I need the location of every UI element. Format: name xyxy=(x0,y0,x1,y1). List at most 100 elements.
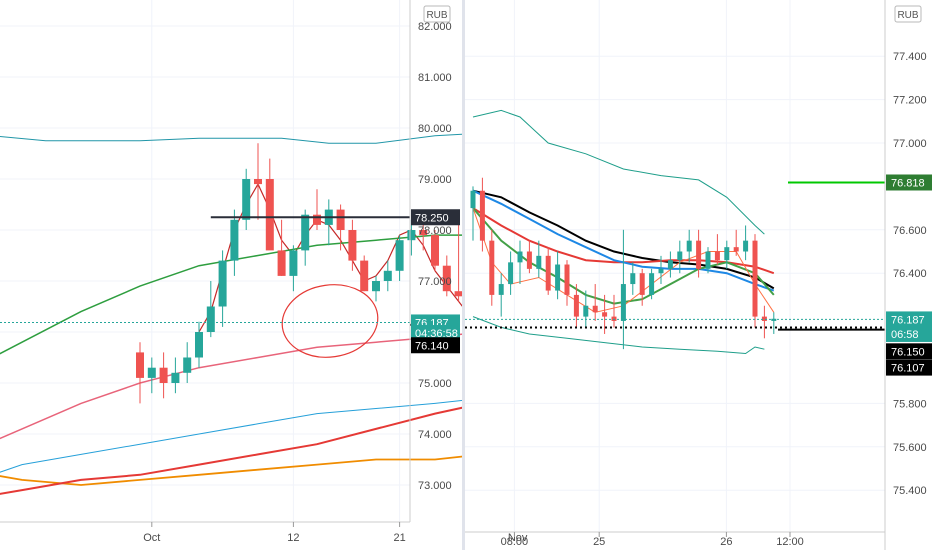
left-series-line xyxy=(0,132,483,144)
right-candle-body xyxy=(470,190,476,209)
right-series-line xyxy=(472,189,775,290)
right-candle-body xyxy=(724,247,730,261)
right-candle-body xyxy=(630,273,636,285)
left-price-tag xyxy=(411,337,460,354)
left-candle-body xyxy=(206,306,215,332)
right-series-line xyxy=(472,207,775,275)
left-price-tag-label: 78.250 xyxy=(415,212,449,224)
left-candle-body xyxy=(289,250,298,276)
right-price-tags: 76.818 76.187 06:58 76.150 76.107 xyxy=(886,174,932,376)
left-candle-body xyxy=(336,209,345,230)
right-y-tick-label: 75.400 xyxy=(893,485,927,497)
left-candle-body xyxy=(242,179,251,220)
left-plot-background xyxy=(0,0,410,522)
left-candle-body xyxy=(442,265,451,292)
right-price-tag-label: 76.187 xyxy=(891,314,925,326)
right-candle-body xyxy=(714,251,720,261)
left-series-line xyxy=(0,397,483,473)
right-price-tag xyxy=(886,343,932,360)
right-series-line xyxy=(472,189,775,292)
right-x-tick-label: 08:00 xyxy=(501,536,529,548)
right-candle-body xyxy=(517,251,523,263)
right-candle-body xyxy=(733,247,739,252)
right-x-tick-label: 12:00 xyxy=(776,536,804,548)
right-candle-body xyxy=(564,264,570,295)
left-candle-body xyxy=(159,367,168,383)
right-y-tick-label: 76.400 xyxy=(893,268,927,280)
right-series-line xyxy=(472,109,765,235)
left-series-line xyxy=(0,453,483,486)
right-chart-panel: RUB 77.400 77.200 77.000 76.600 76.400 75.800… xyxy=(465,0,932,550)
right-candle-body xyxy=(696,240,702,269)
right-y-tick-label: 77.400 xyxy=(893,51,927,63)
left-x-tick-label: 12 xyxy=(287,532,299,544)
right-y-tick-label: 75.800 xyxy=(893,398,927,410)
left-y-tick-label: 74.000 xyxy=(418,429,452,441)
left-candle-body xyxy=(383,270,392,281)
right-y-tick-label: 75.600 xyxy=(893,442,927,454)
right-candle-body xyxy=(677,251,683,261)
left-price-tag xyxy=(411,325,460,342)
right-candle-body xyxy=(555,264,561,291)
left-candle-body xyxy=(431,235,439,266)
left-x-tick-label: Oct xyxy=(143,532,160,544)
left-y-tick-label: 77.000 xyxy=(418,276,452,288)
right-y-tick-label: 77.000 xyxy=(893,138,927,150)
right-price-tag xyxy=(886,174,932,191)
right-moving-average-lines xyxy=(472,109,775,355)
left-y-tick-label: 75.000 xyxy=(418,378,452,390)
right-candle-body xyxy=(545,255,551,291)
left-candle-body xyxy=(183,357,192,373)
right-price-tag xyxy=(886,359,932,376)
right-price-tag xyxy=(886,311,932,328)
left-time-axis-ticks: 14Oct1221Nov xyxy=(143,522,528,544)
left-candle-body xyxy=(301,214,310,251)
left-y-tick-label: 78.000 xyxy=(418,225,452,237)
right-price-tag-label: 06:58 xyxy=(891,329,919,341)
left-x-tick-label: 21 xyxy=(393,532,405,544)
right-price-axis-ticks: 77.400 77.200 77.000 76.600 76.400 75.800 75.6… xyxy=(893,51,927,497)
left-candle-body xyxy=(313,214,321,225)
right-currency-badge[interactable] xyxy=(894,5,922,23)
right-currency-label: RUB xyxy=(897,10,918,21)
annotation-circle xyxy=(281,284,379,358)
left-candle-body xyxy=(254,179,262,185)
right-candle-body xyxy=(686,240,692,252)
right-candle-body xyxy=(498,284,504,295)
panel-divider[interactable] xyxy=(462,0,465,550)
right-time-axis-ticks: 08:00 25 26 12:00 xyxy=(501,532,804,548)
right-x-tick-label: 26 xyxy=(720,536,732,548)
left-candle-body xyxy=(265,179,274,251)
right-candle-body xyxy=(602,312,608,317)
right-candle-body xyxy=(592,305,598,313)
left-chart-panel: RUB 82.000 81.000 80.000 79.000 78.000 77.000… xyxy=(0,0,528,544)
left-candle-body xyxy=(230,219,239,261)
right-candle-body xyxy=(479,190,485,241)
right-candle-body xyxy=(526,251,532,269)
left-candle-body xyxy=(277,250,286,276)
left-y-tick-label: 73.000 xyxy=(418,480,452,492)
right-candle-body xyxy=(752,240,758,317)
left-price-axis-ticks: 82.00081.00080.00079.00078.00077.00076.0… xyxy=(418,21,452,492)
left-y-tick-label: 80.000 xyxy=(418,123,452,135)
left-y-tick-label: 81.000 xyxy=(418,72,452,84)
right-price-tag-label: 76.150 xyxy=(891,346,925,358)
right-price-tag-label: 76.818 xyxy=(891,177,925,189)
right-candle-body xyxy=(658,268,664,274)
left-currency-badge[interactable] xyxy=(423,5,451,23)
left-price-tag-label: 04:36:58 xyxy=(415,328,458,340)
left-candle-body xyxy=(407,230,416,241)
right-candle-body xyxy=(489,240,495,295)
right-candles xyxy=(470,177,777,350)
right-candle-body xyxy=(611,316,617,321)
left-series-line xyxy=(0,402,483,495)
left-y-tick-label: 79.000 xyxy=(418,174,452,186)
right-candle-body xyxy=(743,240,749,252)
right-price-tag xyxy=(886,325,932,342)
left-candle-body xyxy=(218,260,227,307)
right-y-tick-label: 77.200 xyxy=(893,95,927,107)
left-candle-body xyxy=(419,230,428,236)
left-series-line xyxy=(0,234,483,355)
right-candle-body xyxy=(649,273,655,295)
right-candle-body xyxy=(639,273,645,295)
